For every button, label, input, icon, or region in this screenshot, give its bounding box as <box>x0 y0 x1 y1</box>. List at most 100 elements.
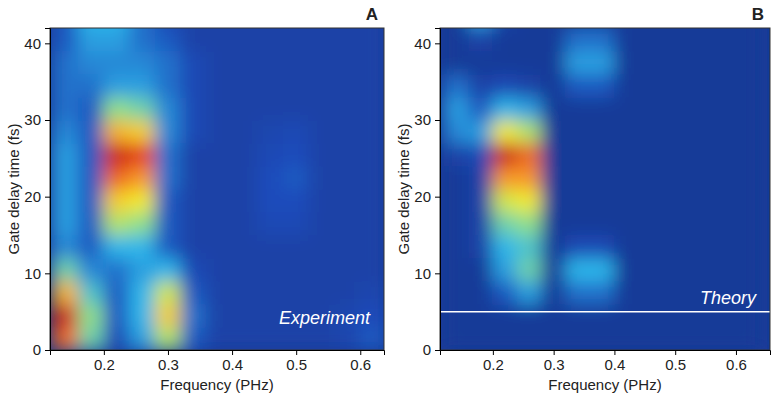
heatmap-cell <box>103 74 130 98</box>
heatmap-cell <box>129 74 156 98</box>
heatmap-cell <box>663 281 688 305</box>
heatmap-cell <box>180 166 207 190</box>
heatmap-cell <box>103 304 130 328</box>
heatmap-cell <box>232 51 259 75</box>
heatmap-cell <box>103 97 130 121</box>
heatmap-cell <box>663 189 688 213</box>
tick-mark <box>435 273 440 274</box>
tick-label: 0.6 <box>726 356 747 373</box>
heatmap-cell <box>52 28 79 52</box>
heatmap-cell <box>663 74 688 98</box>
heatmap-cell <box>565 327 590 351</box>
heatmap-cell <box>735 327 760 351</box>
heatmap-cell <box>308 189 335 213</box>
tick: 0.6 <box>350 350 371 373</box>
heatmap-cell <box>206 327 233 351</box>
tick: 0.5 <box>286 350 307 373</box>
figure: 0.20.30.40.50.6010203040Frequency (PHz)G… <box>0 0 779 404</box>
heatmap-cell <box>663 304 688 328</box>
heatmap-cell <box>155 189 182 213</box>
heatmap-cell <box>444 327 469 351</box>
heatmap-cell <box>638 166 663 190</box>
heatmap-cell <box>257 51 284 75</box>
heatmap-cell <box>590 304 615 328</box>
heatmap-cell <box>687 28 712 52</box>
heatmap-cell <box>232 327 259 351</box>
heatmap-cell <box>614 258 639 282</box>
heatmap-cell <box>129 166 156 190</box>
heatmap-cell <box>590 258 615 282</box>
tick-label: 0.2 <box>94 356 115 373</box>
heatmap-cell <box>283 120 310 144</box>
heatmap-cell <box>565 281 590 305</box>
axis-title: Gate delay time (fs) <box>395 124 412 255</box>
heatmap-cell <box>638 212 663 236</box>
heatmap-cell <box>711 166 736 190</box>
heatmap-cells <box>52 28 384 350</box>
heatmap-cell <box>180 120 207 144</box>
heatmap-cell <box>590 166 615 190</box>
tick: 0 <box>423 341 440 358</box>
heatmap-cell <box>52 304 79 328</box>
heatmap-cell <box>78 327 105 351</box>
tick-label: 30 <box>414 111 431 128</box>
heatmap-cell <box>52 166 79 190</box>
heatmap-cell <box>206 235 233 259</box>
heatmap-cell <box>232 281 259 305</box>
annotation: Theory <box>700 288 757 308</box>
heatmap-cell <box>541 74 566 98</box>
heatmap-cell <box>232 166 259 190</box>
heatmap-cell <box>735 143 760 167</box>
heatmap-cell <box>78 166 105 190</box>
tick: 10 <box>414 265 440 282</box>
tick-label: 10 <box>414 265 431 282</box>
heatmap-cell <box>541 166 566 190</box>
heatmap-cell <box>360 97 384 121</box>
heatmap-cell <box>517 258 542 282</box>
heatmap-cell <box>180 74 207 98</box>
heatmap-cell <box>687 235 712 259</box>
heatmap-cell <box>638 97 663 121</box>
heatmap-cell <box>206 74 233 98</box>
heatmap-cell <box>78 51 105 75</box>
heatmap-cell <box>206 281 233 305</box>
heatmap-cell <box>129 212 156 236</box>
heatmap-cell <box>517 120 542 144</box>
heatmap-cell <box>687 74 712 98</box>
heatmap-cell <box>78 281 105 305</box>
heatmap-cell <box>663 28 688 52</box>
tick-label: 40 <box>414 35 431 52</box>
tick-label: 0.4 <box>222 356 243 373</box>
heatmap-cell <box>78 97 105 121</box>
heatmap-cell <box>565 212 590 236</box>
heatmap-cell <box>360 258 384 282</box>
heatmap-cell <box>735 28 760 52</box>
plot-background <box>50 28 384 350</box>
heatmap-cell <box>52 120 79 144</box>
heatmap-cell <box>541 235 566 259</box>
heatmap-cells <box>444 28 761 350</box>
axis-title: Gate delay time (fs) <box>5 124 22 255</box>
heatmap-cell <box>492 166 517 190</box>
heatmap-cell <box>468 235 493 259</box>
heatmap-cell <box>663 258 688 282</box>
heatmap-cell <box>444 212 469 236</box>
heatmap-cell <box>638 327 663 351</box>
heatmap-cell <box>257 97 284 121</box>
heatmap-cell <box>614 189 639 213</box>
x-axis: 0.20.30.40.50.6 <box>441 350 771 373</box>
tick-mark <box>736 350 737 355</box>
tick: 0.5 <box>665 350 686 373</box>
heatmap-cell <box>308 120 335 144</box>
tick-mark <box>554 350 555 355</box>
heatmap-cell <box>52 97 79 121</box>
tick-mark <box>168 350 169 355</box>
heatmap-cell <box>565 97 590 121</box>
heatmap-cell <box>257 189 284 213</box>
heatmap-cell <box>360 281 384 305</box>
tick-mark <box>493 350 494 355</box>
heatmap-cell <box>687 189 712 213</box>
heatmap-cell <box>308 97 335 121</box>
heatmap-cell <box>155 97 182 121</box>
heatmap-cell <box>360 28 384 52</box>
